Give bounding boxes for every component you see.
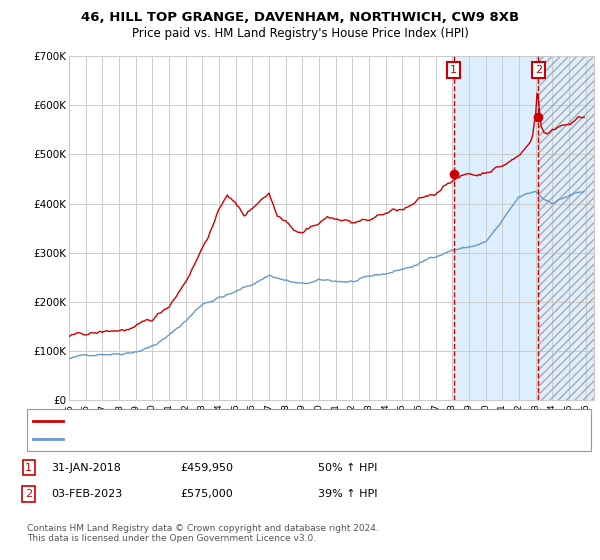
Text: Contains HM Land Registry data © Crown copyright and database right 2024.
This d: Contains HM Land Registry data © Crown c… [27,524,379,543]
Text: 31-JAN-2018: 31-JAN-2018 [51,463,121,473]
Text: £459,950: £459,950 [180,463,233,473]
Text: 39% ↑ HPI: 39% ↑ HPI [318,489,377,499]
Text: £575,000: £575,000 [180,489,233,499]
Text: 03-FEB-2023: 03-FEB-2023 [51,489,122,499]
Text: 2: 2 [535,65,542,75]
Text: 1: 1 [25,463,32,473]
Bar [454,56,538,400]
Text: Price paid vs. HM Land Registry's House Price Index (HPI): Price paid vs. HM Land Registry's House … [131,27,469,40]
Bar [538,56,594,400]
Text: 50% ↑ HPI: 50% ↑ HPI [318,463,377,473]
Text: 46, HILL TOP GRANGE, DAVENHAM, NORTHWICH, CW9 8XB (detached house): 46, HILL TOP GRANGE, DAVENHAM, NORTHWICH… [69,416,446,426]
Text: 46, HILL TOP GRANGE, DAVENHAM, NORTHWICH, CW9 8XB: 46, HILL TOP GRANGE, DAVENHAM, NORTHWICH… [81,11,519,24]
Text: HPI: Average price, detached house, Cheshire West and Chester: HPI: Average price, detached house, Ches… [69,434,383,444]
Text: 2: 2 [25,489,32,499]
Bar [538,56,594,400]
Text: 1: 1 [450,65,457,75]
